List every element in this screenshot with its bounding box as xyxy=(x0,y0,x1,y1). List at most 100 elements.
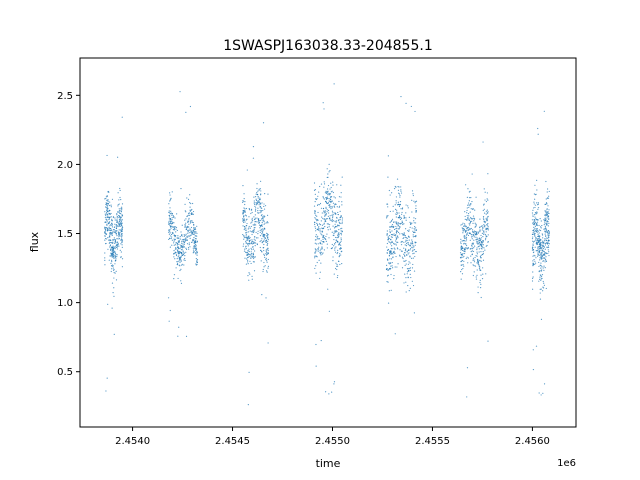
data-point xyxy=(534,220,536,222)
data-point xyxy=(172,232,174,234)
data-point xyxy=(256,202,258,204)
data-point xyxy=(389,194,391,196)
data-point xyxy=(408,290,410,292)
data-point xyxy=(107,237,109,239)
data-point xyxy=(543,383,546,385)
data-point xyxy=(114,246,117,248)
data-point xyxy=(111,261,113,263)
data-point xyxy=(170,225,172,227)
data-point xyxy=(111,226,114,228)
data-point xyxy=(391,230,393,232)
data-point xyxy=(173,227,176,229)
data-point xyxy=(388,254,391,257)
data-point xyxy=(486,224,488,226)
data-point xyxy=(183,252,186,254)
data-point xyxy=(476,237,478,239)
data-point xyxy=(266,244,268,246)
data-point xyxy=(463,234,465,237)
data-point xyxy=(266,233,269,235)
data-point xyxy=(399,233,401,235)
data-point xyxy=(478,237,481,239)
data-point xyxy=(105,218,107,220)
data-point xyxy=(406,271,409,273)
data-point xyxy=(255,207,257,209)
data-point xyxy=(327,202,329,205)
data-point xyxy=(330,201,332,204)
data-point xyxy=(340,192,342,194)
data-point xyxy=(110,246,113,248)
data-point xyxy=(474,230,477,233)
data-point xyxy=(314,211,316,213)
data-point xyxy=(479,279,481,281)
data-point xyxy=(330,182,332,184)
data-point xyxy=(243,236,245,238)
data-point xyxy=(192,202,194,205)
data-point xyxy=(341,250,343,252)
data-point xyxy=(388,234,391,237)
data-point xyxy=(487,241,489,243)
data-point xyxy=(181,263,183,265)
data-point xyxy=(184,219,186,221)
data-point xyxy=(253,227,255,229)
data-point xyxy=(257,237,259,239)
data-point xyxy=(341,221,343,223)
data-point xyxy=(541,258,543,260)
data-point xyxy=(186,227,188,229)
data-point xyxy=(113,254,115,256)
data-point xyxy=(469,239,471,241)
data-point xyxy=(115,219,118,221)
data-point xyxy=(189,246,191,248)
data-point xyxy=(121,219,123,221)
data-point xyxy=(331,218,333,220)
data-point xyxy=(539,276,541,278)
data-point xyxy=(547,249,549,251)
data-point xyxy=(111,218,113,220)
data-point xyxy=(114,239,117,241)
data-point xyxy=(252,248,255,250)
data-point xyxy=(461,248,463,250)
data-point xyxy=(533,228,535,231)
data-point xyxy=(484,221,486,223)
data-point xyxy=(319,250,321,252)
data-point xyxy=(390,220,392,223)
data-point xyxy=(255,199,258,202)
data-point xyxy=(475,276,477,278)
data-point xyxy=(405,219,407,221)
data-point xyxy=(193,237,195,239)
data-point xyxy=(544,218,546,220)
data-point xyxy=(189,214,191,216)
data-point xyxy=(395,237,397,239)
data-point xyxy=(113,238,115,241)
data-point xyxy=(263,216,265,218)
data-point xyxy=(243,210,245,212)
data-point xyxy=(537,246,539,249)
data-point xyxy=(331,219,333,222)
data-point xyxy=(338,255,341,257)
data-point xyxy=(482,235,484,238)
data-point xyxy=(468,197,471,199)
data-point xyxy=(485,231,487,233)
data-point xyxy=(476,269,478,271)
data-point xyxy=(465,237,467,240)
data-point xyxy=(257,190,259,192)
data-point xyxy=(406,250,408,252)
data-point xyxy=(266,253,268,255)
data-point xyxy=(329,217,331,219)
data-point xyxy=(532,232,534,234)
data-point xyxy=(109,236,111,238)
data-point xyxy=(407,205,409,207)
data-point xyxy=(247,228,249,230)
data-point xyxy=(314,223,316,226)
data-point xyxy=(244,248,246,250)
data-point xyxy=(409,226,411,228)
data-point xyxy=(242,233,244,236)
data-point xyxy=(332,202,335,204)
data-point xyxy=(460,270,462,273)
data-point xyxy=(545,237,548,239)
data-point xyxy=(251,219,253,221)
data-point xyxy=(314,217,316,219)
data-point xyxy=(244,257,246,259)
data-point xyxy=(413,252,415,254)
data-point xyxy=(534,234,536,236)
data-point xyxy=(471,250,473,252)
